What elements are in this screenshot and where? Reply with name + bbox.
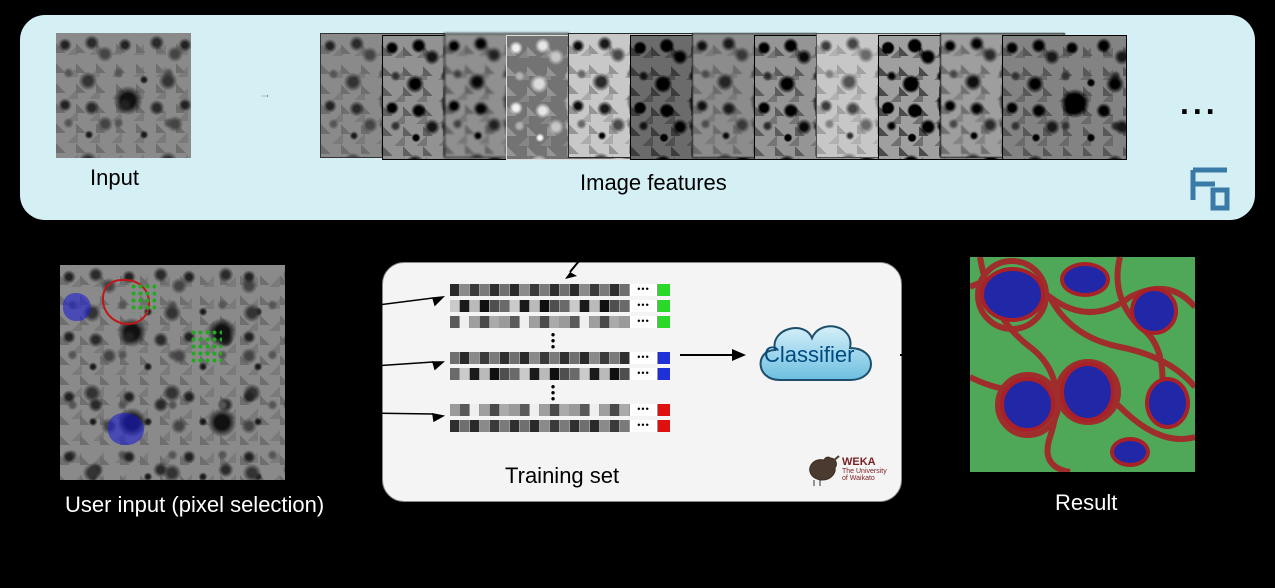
feature-stack xyxy=(320,33,1150,168)
weka-subtext1: The University xyxy=(842,468,887,475)
annotation-dots xyxy=(190,329,222,365)
segmentation-blob xyxy=(1060,262,1110,297)
segmentation-blob xyxy=(1145,377,1190,429)
user-input-label: User input (pixel selection) xyxy=(65,492,324,518)
segmentation-blob xyxy=(1130,287,1178,335)
feature-vector: ••• xyxy=(450,404,670,416)
user-input-image xyxy=(60,265,285,480)
segmentation-blob xyxy=(980,267,1045,322)
input-image xyxy=(56,33,191,158)
features-ellipsis: ... xyxy=(1180,85,1219,122)
segmentation-blob xyxy=(1110,437,1150,467)
arrow-input-to-features xyxy=(230,95,300,97)
result-label: Result xyxy=(1055,490,1117,516)
feature-vector: ••• xyxy=(450,300,670,312)
result-image xyxy=(970,257,1195,472)
feature-slice xyxy=(1002,35,1127,160)
classifier-label: Classifier xyxy=(764,342,854,368)
features-label: Image features xyxy=(580,170,727,196)
input-label: Input xyxy=(90,165,139,191)
weka-logo-icon: WEKA The University of Waikato xyxy=(802,448,887,493)
training-label: Training set xyxy=(505,463,619,489)
arrow-training-to-classifier xyxy=(680,345,750,365)
feature-extraction-panel: Input Image features ... xyxy=(20,15,1255,220)
weka-text: WEKA xyxy=(842,456,887,468)
feature-vector: ••• xyxy=(450,420,670,432)
annotation-dots xyxy=(130,283,156,313)
vertical-ellipsis: ••• xyxy=(548,332,558,352)
weka-subtext2: of Waikato xyxy=(842,475,887,482)
feature-vector: ••• xyxy=(450,316,670,328)
feature-vector: ••• xyxy=(450,352,670,364)
annotation-blob xyxy=(108,413,144,445)
annotation-blob xyxy=(63,293,91,321)
segmentation-blob xyxy=(1000,377,1055,432)
segmentation-blob xyxy=(1060,362,1115,422)
arrow-classifier-to-result xyxy=(900,345,970,365)
vertical-ellipsis: ••• xyxy=(548,384,558,404)
arrows-userinput-to-vectors xyxy=(285,262,450,472)
arrow-features-to-training xyxy=(555,218,625,288)
fiji-logo-icon xyxy=(1185,162,1235,212)
feature-vector: ••• xyxy=(450,368,670,380)
